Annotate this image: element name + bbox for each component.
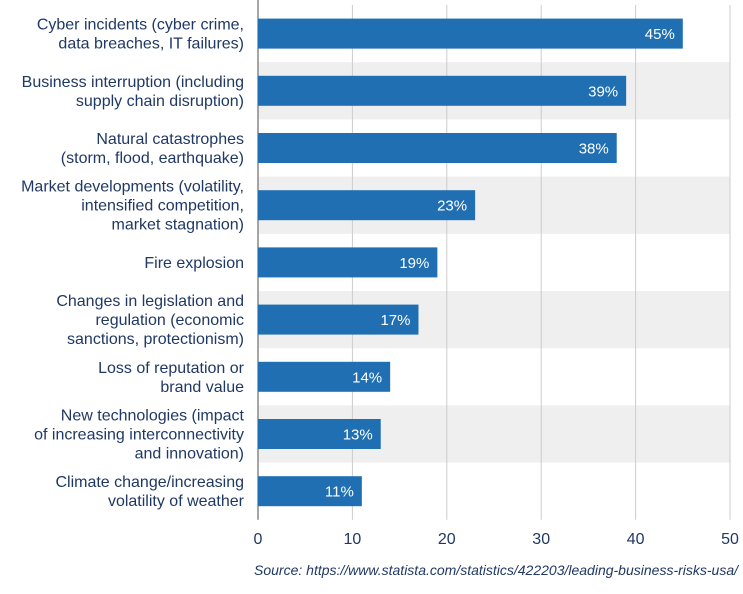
category-label: Climate change/increasing volatility of w… bbox=[55, 474, 244, 510]
data-label: 11% bbox=[325, 484, 354, 501]
x-tick-label: 40 bbox=[627, 531, 645, 548]
x-tick-label: 20 bbox=[438, 531, 456, 548]
category-label: Business interruption (including supply c… bbox=[22, 74, 244, 110]
row-shading bbox=[258, 62, 730, 463]
data-label: 13% bbox=[343, 427, 373, 444]
bar bbox=[258, 18, 683, 49]
bar bbox=[258, 75, 627, 106]
category-label: Fire explosion bbox=[144, 255, 244, 272]
category-label: Natural catastrophes (storm, flood, earth… bbox=[61, 131, 244, 167]
bar bbox=[258, 419, 381, 449]
data-label: 23% bbox=[437, 198, 467, 215]
category-label: New technologies (impact of increasing in… bbox=[34, 408, 244, 463]
bar bbox=[258, 361, 391, 392]
category-label: Loss of reputation or brand value bbox=[98, 360, 245, 396]
data-label: 38% bbox=[579, 141, 609, 158]
data-label: 45% bbox=[645, 26, 675, 43]
source-note: Source: https://www.statista.com/statist… bbox=[254, 562, 740, 578]
bar bbox=[258, 247, 438, 278]
bar bbox=[258, 133, 617, 163]
category-label: Changes in legislation and regulation (ec… bbox=[56, 293, 244, 348]
data-label: 19% bbox=[399, 255, 429, 272]
x-axis-ticks: 0 10 20 30 40 50 bbox=[254, 531, 739, 548]
data-label: 17% bbox=[380, 312, 410, 329]
category-label: Market developments (volatility, intensif… bbox=[21, 179, 244, 234]
x-tick-label: 10 bbox=[344, 531, 362, 548]
data-label: 39% bbox=[588, 83, 618, 100]
bars: 45% 39% 38% 23% 19% 17% 14% 13% 11% bbox=[258, 18, 683, 507]
category-labels: Cyber incidents (cyber crime, data breach… bbox=[21, 17, 245, 511]
data-label: 14% bbox=[352, 369, 382, 386]
x-tick-label: 50 bbox=[721, 531, 739, 548]
x-tick-label: 30 bbox=[532, 531, 550, 548]
category-label: Cyber incidents (cyber crime, data breach… bbox=[37, 17, 244, 53]
x-tick-label: 0 bbox=[254, 531, 263, 548]
bar bbox=[258, 304, 419, 335]
bar bbox=[258, 476, 362, 507]
bar bbox=[258, 190, 476, 221]
